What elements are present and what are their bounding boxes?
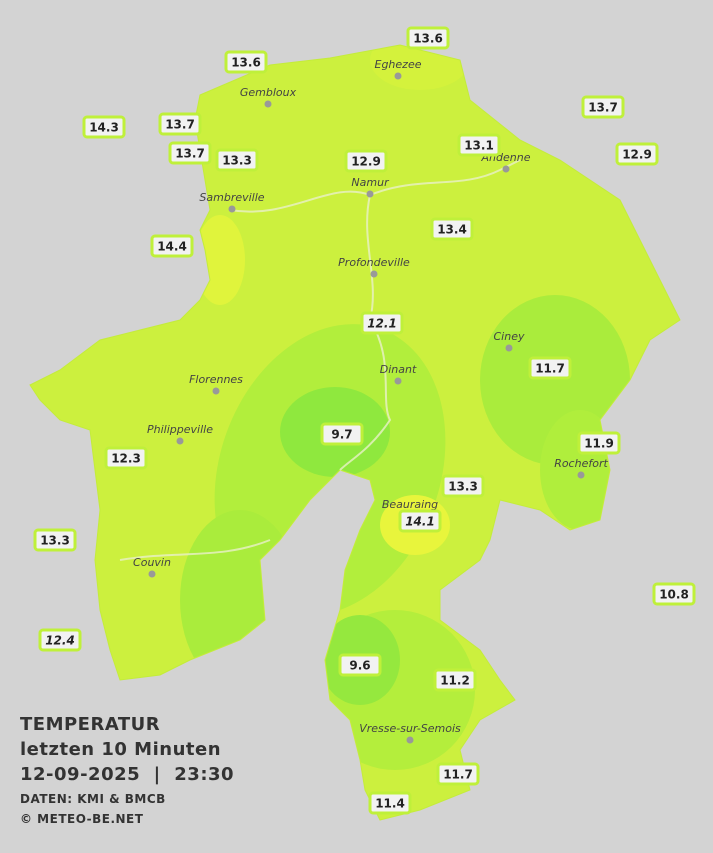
station-reading: 11.7: [443, 768, 473, 782]
station-reading: 11.7: [535, 362, 565, 376]
station-box: [360, 311, 404, 335]
station-box: [368, 791, 412, 815]
station-box: [398, 509, 442, 533]
station-reading: 13.7: [165, 118, 195, 132]
station-box: [104, 446, 148, 470]
town-name: Gembloux: [240, 86, 297, 99]
town-name: Philippeville: [147, 423, 213, 436]
station-box: [581, 95, 625, 119]
source: DATEN: KMI & BMCB: [20, 792, 166, 806]
town-name: Profondeville: [338, 256, 410, 269]
station-box: [430, 217, 474, 241]
station-reading: 11.9: [584, 437, 614, 451]
town-marker: [502, 165, 510, 173]
town-name: Sambreville: [199, 191, 264, 204]
station-box: [436, 762, 480, 786]
station-box: [158, 112, 202, 136]
station-box: [224, 50, 268, 74]
station-reading: 10.8: [659, 588, 689, 602]
town-name: Couvin: [133, 556, 171, 569]
station-reading: 13.6: [413, 32, 443, 46]
station-reading: 13.1: [464, 139, 494, 153]
station-reading: 13.3: [222, 154, 252, 168]
town-name: Florennes: [189, 373, 243, 386]
subtitle: letzten 10 Minuten: [20, 739, 221, 760]
station-box: [150, 234, 194, 258]
town-marker: [505, 344, 513, 352]
station-box: [615, 142, 659, 166]
station-box: [457, 133, 501, 157]
station-box: [406, 26, 450, 50]
town-marker: [212, 387, 220, 395]
town-marker: [148, 570, 156, 578]
station-reading: 13.4: [437, 223, 467, 237]
station-box: [215, 148, 259, 172]
station-reading: 12.4: [45, 634, 75, 648]
station-reading: 13.3: [448, 480, 478, 494]
station-reading: 14.3: [89, 121, 119, 135]
town-marker: [264, 100, 272, 108]
station-reading: 13.7: [588, 101, 618, 115]
station-reading: 14.1: [405, 515, 435, 529]
station-box: [577, 431, 621, 455]
station-reading: 13.7: [175, 147, 205, 161]
station-reading: 12.3: [111, 452, 141, 466]
town-name: Dinant: [380, 363, 417, 376]
town-marker: [577, 471, 585, 479]
town-name: Namur: [351, 176, 390, 189]
station-box: [38, 628, 82, 652]
station-box: [168, 141, 212, 165]
station-box: [33, 528, 77, 552]
town-marker: [406, 736, 414, 744]
town-name: Ciney: [494, 330, 525, 343]
credit: © METEO-BE.NET: [20, 812, 144, 826]
town-name: Rochefort: [554, 457, 608, 470]
title: TEMPERATUR: [20, 714, 160, 735]
station-box: [320, 422, 364, 446]
town-marker: [394, 377, 402, 385]
station-reading: 13.6: [231, 56, 261, 70]
town-name: Beauraing: [382, 498, 438, 511]
station-box: [441, 474, 485, 498]
station-box: [344, 149, 388, 173]
station-box: [652, 582, 696, 606]
station-box: [433, 668, 477, 692]
town-name: Eghezee: [375, 58, 422, 71]
station-reading: 9.6: [349, 659, 370, 673]
town-marker: [394, 72, 402, 80]
town-marker: [176, 437, 184, 445]
station-reading: 11.4: [375, 797, 405, 811]
station-box: [528, 356, 572, 380]
station-reading: 12.9: [351, 155, 381, 169]
station-box: [82, 115, 126, 139]
station-reading: 12.9: [622, 148, 652, 162]
town-name: Vresse-sur-Semois: [359, 722, 461, 735]
timestamp: 12-09-2025 | 23:30: [20, 764, 234, 785]
town-marker: [370, 270, 378, 278]
station-reading: 9.7: [331, 428, 352, 442]
station-reading: 14.4: [157, 240, 187, 254]
station-box: [338, 653, 382, 677]
station-reading: 11.2: [440, 674, 470, 688]
town-marker: [228, 205, 236, 213]
town-marker: [366, 190, 374, 198]
station-reading: 12.1: [367, 317, 397, 331]
station-reading: 13.3: [40, 534, 70, 548]
